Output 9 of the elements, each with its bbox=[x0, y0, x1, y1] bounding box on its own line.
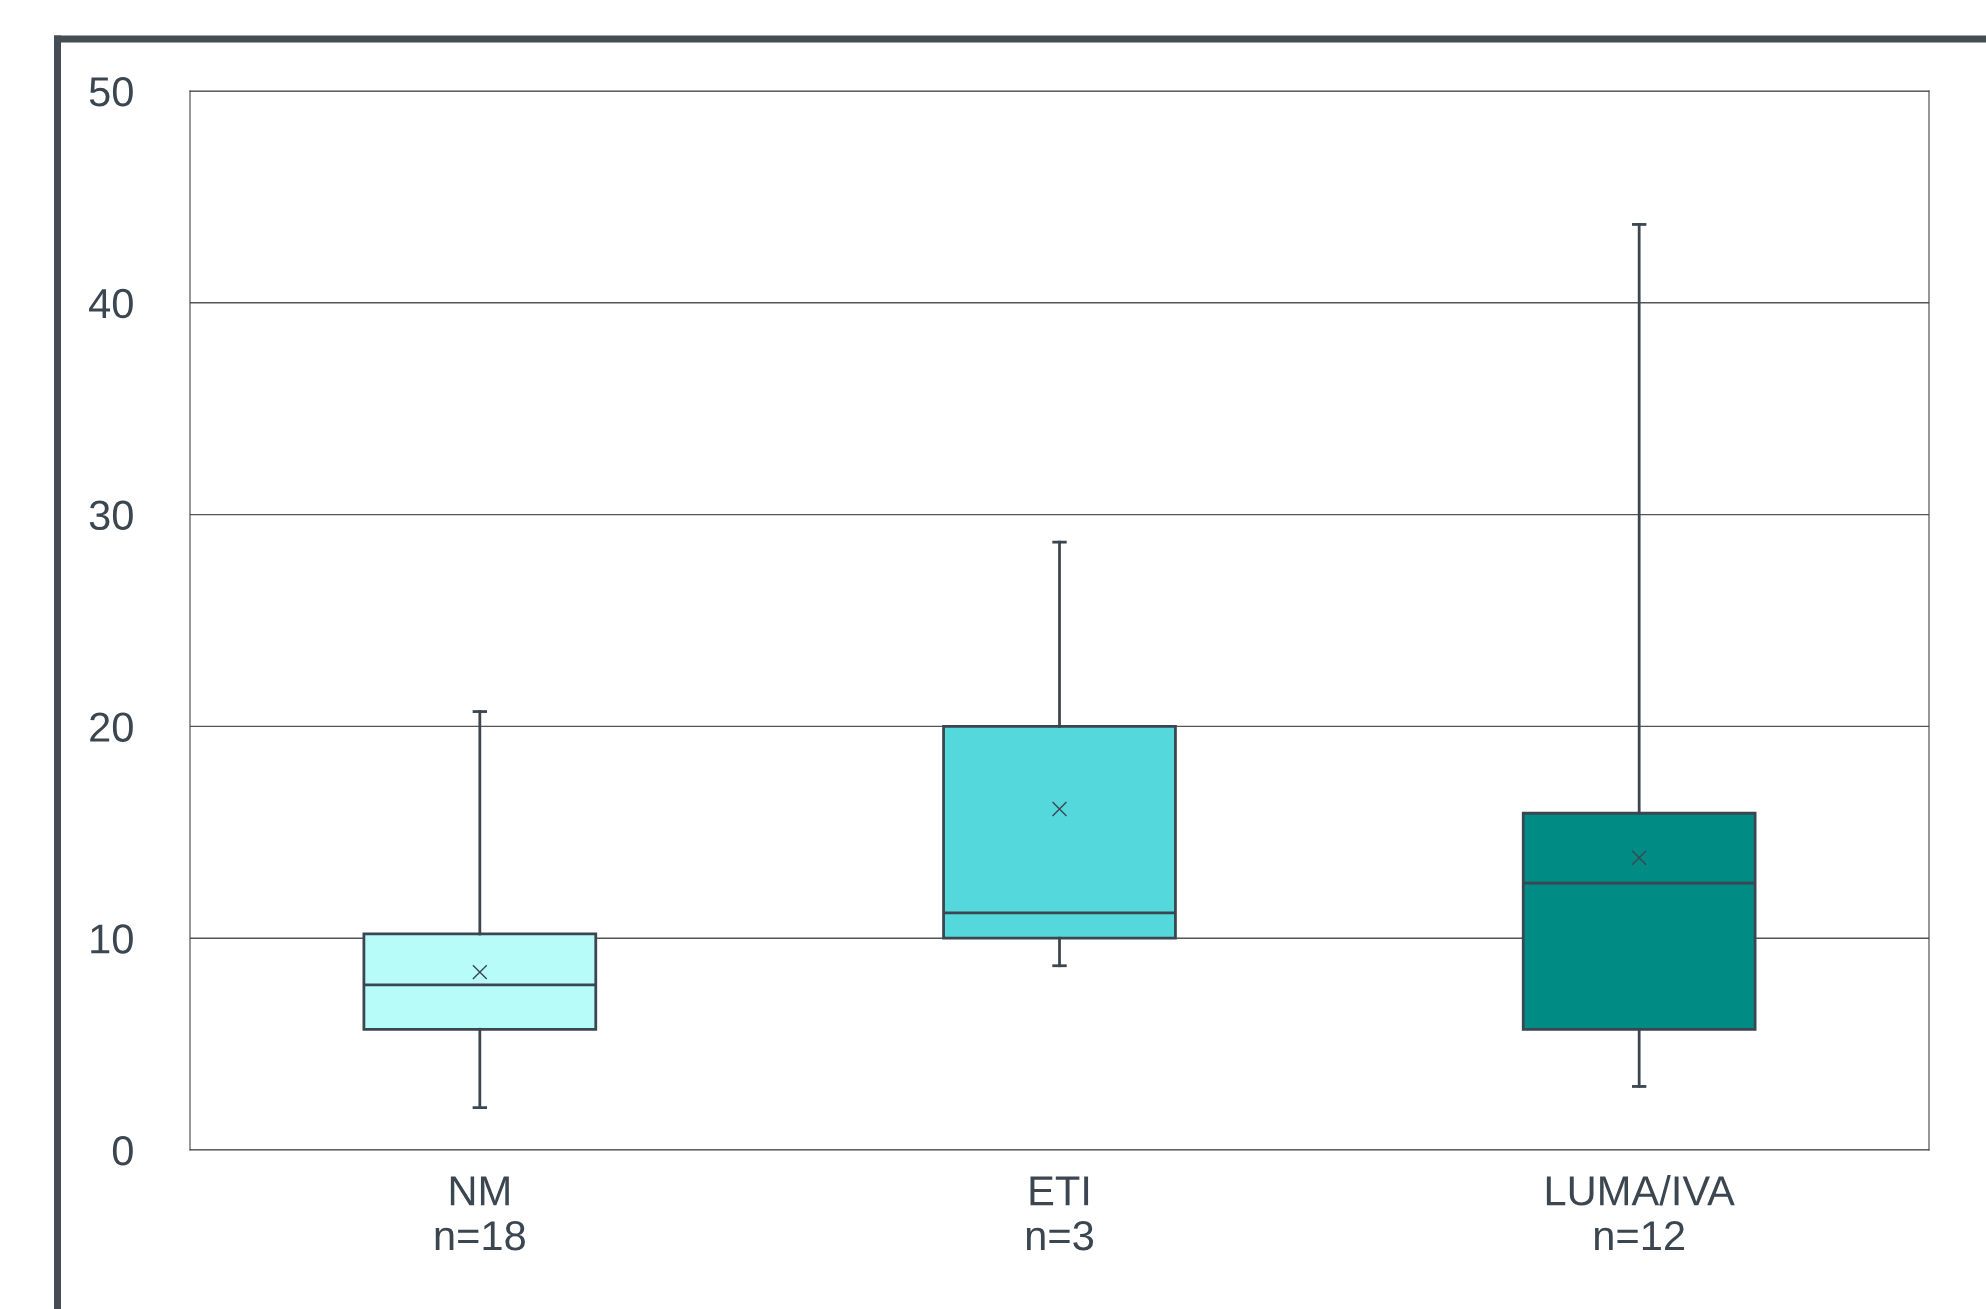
y-tick-label: 40 bbox=[89, 288, 133, 319]
y-tick-label: 0 bbox=[112, 1136, 133, 1166]
y-tick-label: 30 bbox=[89, 500, 133, 531]
x-tick-label: LUMA/IVA n=12 bbox=[1546, 1175, 1735, 1251]
x-tick-label: NM n=18 bbox=[435, 1176, 525, 1251]
x-tick-label: ETI n=3 bbox=[1026, 1176, 1094, 1251]
y-tick-label: 50 bbox=[89, 77, 133, 107]
y-tick-label: 10 bbox=[91, 924, 133, 954]
y-tick-label: 20 bbox=[90, 712, 133, 742]
